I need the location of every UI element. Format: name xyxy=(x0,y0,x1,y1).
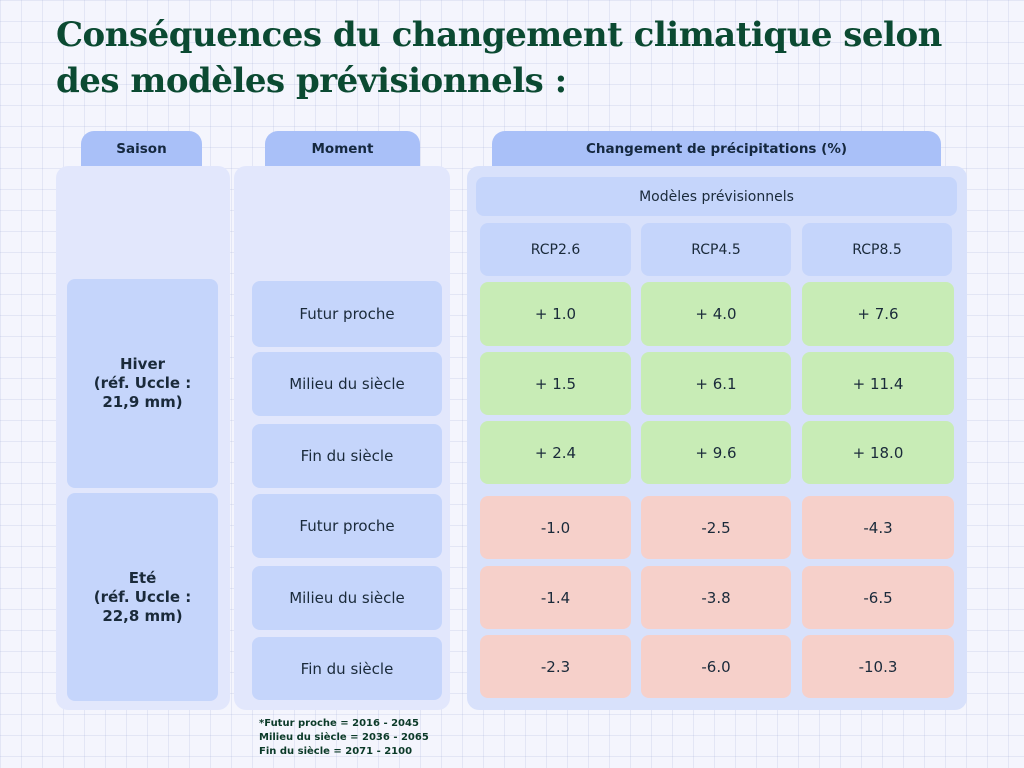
season-winter-ref: (réf. Uccle : 21,9 mm) xyxy=(93,374,192,411)
value-cell: -1.0 xyxy=(480,496,631,559)
header-moment: Moment xyxy=(265,131,420,166)
models-label: Modèles prévisionnels xyxy=(476,177,957,216)
footnote-near: *Futur proche = 2016 - 2045 xyxy=(259,718,419,729)
value-cell: + 2.4 xyxy=(480,421,631,484)
value-cell: + 9.6 xyxy=(641,421,791,484)
value-cell: -1.4 xyxy=(480,566,631,629)
value-cell: -6.5 xyxy=(802,566,954,629)
model-rcp45: RCP4.5 xyxy=(641,223,791,276)
value-cell: + 4.0 xyxy=(641,282,791,346)
model-rcp26: RCP2.6 xyxy=(480,223,631,276)
value-cell: + 7.6 xyxy=(802,282,954,346)
footnote-mid: Milieu du siècle = 2036 - 2065 xyxy=(259,732,429,743)
header-season: Saison xyxy=(81,131,202,166)
season-summer-ref: (réf. Uccle : 22,8 mm) xyxy=(93,587,192,625)
value-cell: + 6.1 xyxy=(641,352,791,415)
value-cell: + 11.4 xyxy=(802,352,954,415)
season-summer: Eté (réf. Uccle : 22,8 mm) xyxy=(67,493,218,701)
value-cell: + 1.5 xyxy=(480,352,631,415)
value-cell: + 1.0 xyxy=(480,282,631,346)
model-rcp85: RCP8.5 xyxy=(802,223,952,276)
value-cell: -2.5 xyxy=(641,496,791,559)
page-title: Conséquences du changement climatique se… xyxy=(56,15,942,101)
season-winter-name: Hiver xyxy=(119,355,166,373)
moment-summer-end: Fin du siècle xyxy=(252,637,442,700)
season-winter: Hiver (réf. Uccle : 21,9 mm) xyxy=(67,279,218,488)
moment-summer-mid: Milieu du siècle xyxy=(252,566,442,630)
moment-winter-mid: Milieu du siècle xyxy=(252,352,442,416)
header-precipitation-change: Changement de précipitations (%) xyxy=(492,131,941,166)
value-cell: -10.3 xyxy=(802,635,954,698)
moment-summer-near: Futur proche xyxy=(252,494,442,558)
moment-winter-near: Futur proche xyxy=(252,281,442,347)
moment-winter-end: Fin du siècle xyxy=(252,424,442,488)
value-cell: -2.3 xyxy=(480,635,631,698)
value-cell: -6.0 xyxy=(641,635,791,698)
value-cell: -3.8 xyxy=(641,566,791,629)
value-cell: + 18.0 xyxy=(802,421,954,484)
footnotes: *Futur proche = 2016 - 2045 Milieu du si… xyxy=(259,717,429,759)
footnote-end: Fin du siècle = 2071 - 2100 xyxy=(259,746,413,757)
season-summer-name: Eté xyxy=(128,568,157,587)
value-cell: -4.3 xyxy=(802,496,954,559)
